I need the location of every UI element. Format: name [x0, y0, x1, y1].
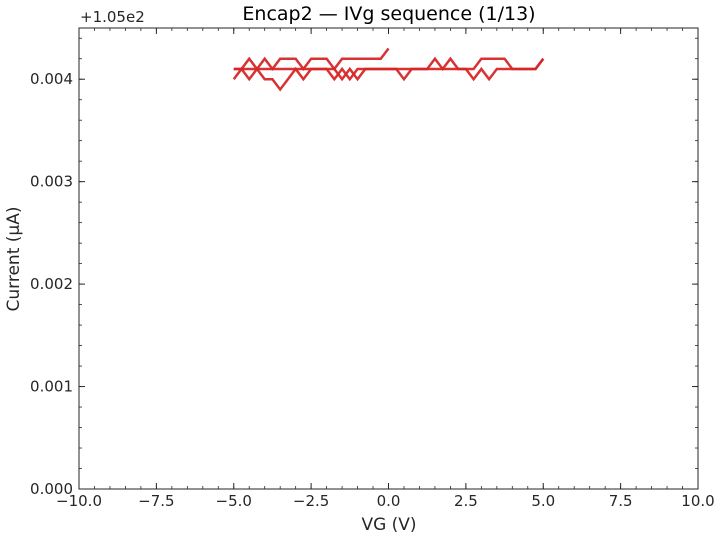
- x-tick-label: 10.0: [681, 492, 714, 510]
- series-line-4: [388, 57, 545, 82]
- series-line-5: [233, 56, 389, 82]
- y-tick-label: 0.004: [30, 70, 73, 88]
- y-tick-label: 0.001: [30, 378, 73, 396]
- y-tick-label: 0.003: [30, 173, 73, 191]
- x-tick-label: 5.0: [531, 492, 555, 510]
- chart-title: Encap2 — IVg sequence (1/13): [242, 3, 535, 25]
- x-tick-label: −5.0: [216, 492, 252, 510]
- y-tick-label: 0.000: [30, 480, 73, 498]
- x-tick-label: −7.5: [138, 492, 174, 510]
- x-tick-label: 7.5: [609, 492, 633, 510]
- plot-area: −10.0 −7.5 −5.0 −2.5 0.0 2.5 5.0 7.5 10.0 0.000 0.…: [30, 27, 715, 510]
- y-axis-title: Current (µA): [4, 207, 24, 312]
- y-offset-label: +1.05e2: [80, 8, 145, 26]
- y-tick-label: 0.002: [30, 275, 73, 293]
- x-tick-label: 0.0: [377, 492, 401, 510]
- x-axis-title: VG (V): [361, 515, 416, 535]
- x-tick-label: −10.0: [56, 492, 102, 510]
- series-line-1: [233, 47, 390, 72]
- x-tick-label: −2.5: [293, 492, 329, 510]
- x-tick-label: 2.5: [454, 492, 478, 510]
